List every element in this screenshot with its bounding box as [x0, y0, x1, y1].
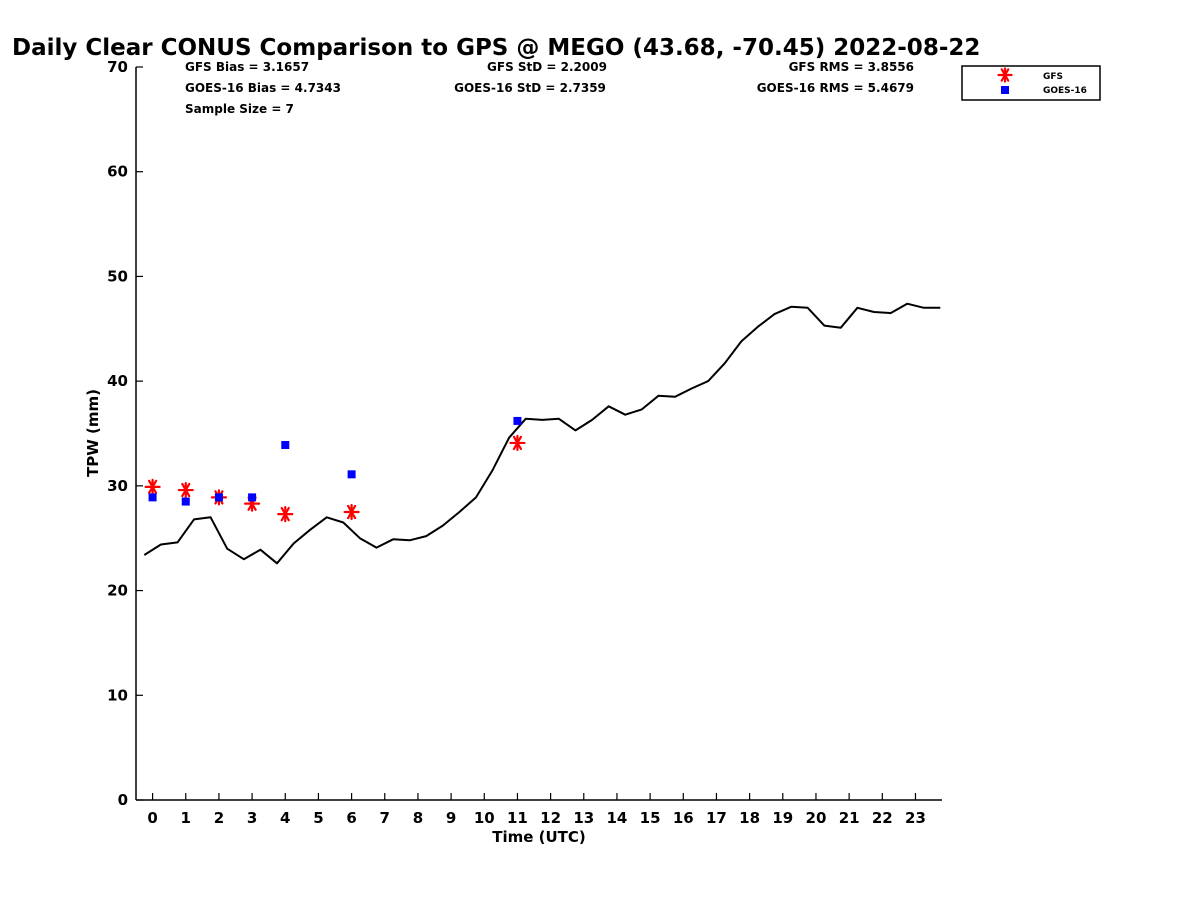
x-tick-label: 11: [507, 809, 528, 827]
legend: GFS GOES-16: [961, 65, 1101, 101]
x-tick-label: 22: [872, 809, 893, 827]
y-tick-label: 10: [107, 686, 128, 704]
x-tick-label: 21: [839, 809, 860, 827]
x-axis-label: Time (UTC): [492, 828, 586, 846]
legend-goes-square-marker: [1001, 86, 1009, 94]
goes16-point: [281, 441, 290, 450]
x-tick-label: 9: [446, 809, 456, 827]
x-tick-label: 3: [247, 809, 257, 827]
goes16-point: [148, 493, 157, 502]
stats-block: GFS Bias = 3.1657 GFS StD = 2.2009 GFS R…: [185, 60, 914, 116]
goes16-point: [248, 493, 257, 502]
x-tick-label: 7: [380, 809, 390, 827]
gfs-std-text: GFS StD = 2.2009: [487, 60, 607, 74]
x-tick-label: 13: [573, 809, 594, 827]
legend-star-glyph: [997, 67, 1013, 83]
x-tick-label: 6: [346, 809, 356, 827]
gfs-bias-text: GFS Bias = 3.1657: [185, 60, 309, 74]
x-tick-label: 15: [640, 809, 661, 827]
gps-tpw-line: [143, 302, 941, 565]
y-tick-label: 30: [107, 477, 128, 495]
goes16-point: [181, 497, 190, 506]
x-tick-label: 18: [739, 809, 760, 827]
y-tick-label: 40: [107, 372, 128, 390]
gfs-point: [177, 481, 194, 499]
x-tick-label: 17: [706, 809, 727, 827]
goes16-point: [214, 493, 223, 502]
x-tick-label: 4: [280, 809, 290, 827]
goes-bias-text: GOES-16 Bias = 4.7343: [185, 81, 341, 95]
goes16-point: [347, 470, 356, 479]
x-tick-label: 5: [313, 809, 323, 827]
x-tick-label: 12: [540, 809, 561, 827]
x-tick-label: 10: [474, 809, 495, 827]
x-tick-label: 14: [607, 809, 628, 827]
legend-box: [961, 65, 1101, 101]
x-tick-label: 20: [806, 809, 827, 827]
goes16-point: [513, 416, 522, 425]
x-tick-label: 8: [413, 809, 423, 827]
y-tick-label: 70: [107, 58, 128, 76]
legend-goes-label: GOES-16: [1043, 86, 1087, 96]
x-tick-label: 19: [772, 809, 793, 827]
x-ticks: 0 1 2 3 4 5 6 7 8 9 10 11 12 13 14 15 16 17 18 19 20 21 22 23: [147, 793, 926, 827]
goes-rms-text: GOES-16 RMS = 5.4679: [757, 81, 914, 95]
plot-area: [143, 302, 941, 565]
gfs-point: [144, 478, 161, 496]
y-ticks: 0 10 20 30 40 50 60 70: [107, 58, 143, 809]
x-tick-label: 2: [214, 809, 224, 827]
legend-gfs-label: GFS: [1043, 72, 1063, 82]
y-tick-label: 0: [118, 791, 128, 809]
x-tick-label: 0: [147, 809, 157, 827]
chart-title: Daily Clear CONUS Comparison to GPS @ ME…: [12, 35, 980, 61]
gfs-point: [343, 503, 360, 521]
x-tick-label: 1: [181, 809, 191, 827]
x-tick-label: 23: [905, 809, 926, 827]
axes: [135, 67, 942, 801]
goes-std-text: GOES-16 StD = 2.7359: [454, 81, 606, 95]
x-tick-label: 16: [673, 809, 694, 827]
y-tick-label: 50: [107, 267, 128, 285]
y-tick-label: 20: [107, 582, 128, 600]
sample-size-text: Sample Size = 7: [185, 102, 294, 116]
y-axis-label: TPW (mm): [84, 389, 102, 477]
gfs-point: [509, 434, 526, 452]
legend-gfs-star-marker: [997, 67, 1013, 83]
gfs-point: [277, 506, 294, 523]
gfs-rms-text: GFS RMS = 3.8556: [789, 60, 914, 74]
y-tick-label: 60: [107, 163, 128, 181]
